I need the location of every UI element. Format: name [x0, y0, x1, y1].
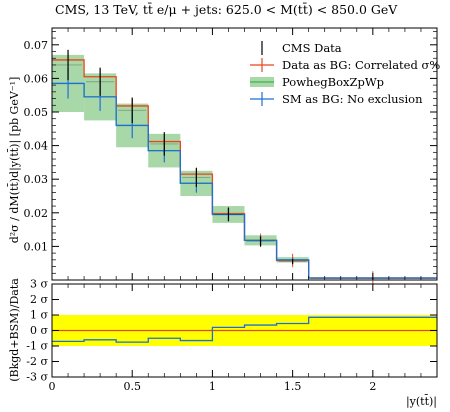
- ratio-y-axis-label: (Bkgd+BSM)/Data: [8, 278, 21, 382]
- main-axis-ticks: 0.01 0.02 0.03 0.04 0.05 0.06 0.07: [24, 28, 437, 280]
- y-tick-label: 0.05: [24, 106, 49, 119]
- x-tick-label: 1.5: [284, 380, 302, 393]
- legend-entry-label: CMS Data: [282, 41, 342, 55]
- ratio-axis-ticks: -3 σ -2 σ -1 σ 0 σ 1 σ 2 σ 3 σ 0 0.5 1 1.5 2: [26, 278, 437, 393]
- x-tick-label: 2: [369, 380, 376, 393]
- chart-title: CMS, 13 TeV, tt̄ e/μ + jets: 625.0 < M(t…: [55, 1, 398, 17]
- legend-entry-label: PowhegBoxZpWp: [282, 75, 384, 89]
- y-tick-label: 0.03: [24, 173, 49, 186]
- x-tick-label: 0.5: [123, 380, 141, 393]
- ratio-y-tick-label: -2 σ: [26, 355, 48, 368]
- ratio-y-tick-label: 0 σ: [30, 324, 48, 337]
- legend-entry-label: SM as BG: No exclusion: [282, 92, 423, 106]
- y-tick-label: 0.01: [24, 240, 49, 253]
- x-tick-label: 0: [49, 380, 56, 393]
- y-tick-label: 0.04: [24, 140, 49, 153]
- sm-ratio-line: [52, 316, 437, 343]
- main-y-axis-label: d²σ / dM(tt̄)d|y(tt̄)| [pb GeV⁻¹]: [8, 77, 22, 244]
- y-tick-label: 0.07: [24, 39, 49, 52]
- x-axis-label: |y(tt̄)|: [406, 395, 437, 409]
- legend: CMS Data Data as BG: Correlated σ% PowhegB…: [250, 41, 440, 106]
- ratio-y-tick-label: -1 σ: [26, 340, 48, 353]
- x-tick-label: 1: [209, 380, 216, 393]
- ratio-y-tick-label: 2 σ: [30, 293, 48, 306]
- ratio-panel: -3 σ -2 σ -1 σ 0 σ 1 σ 2 σ 3 σ 0 0.5 1 1.5 2 (Bkgd+…: [8, 278, 438, 409]
- y-tick-label: 0.02: [24, 207, 49, 220]
- legend-entry-label: Data as BG: Correlated σ%: [282, 58, 440, 72]
- ratio-y-tick-label: 3 σ: [30, 278, 48, 291]
- ratio-y-tick-label: 1 σ: [30, 309, 48, 322]
- ratio-series-layer: [52, 316, 437, 343]
- y-tick-label: 0.06: [24, 72, 49, 85]
- ratio-y-tick-label: -3 σ: [26, 371, 48, 384]
- main-panel: 0.01 0.02 0.03 0.04 0.05 0.06 0.07 d²σ / dM(tt…: [8, 27, 440, 285]
